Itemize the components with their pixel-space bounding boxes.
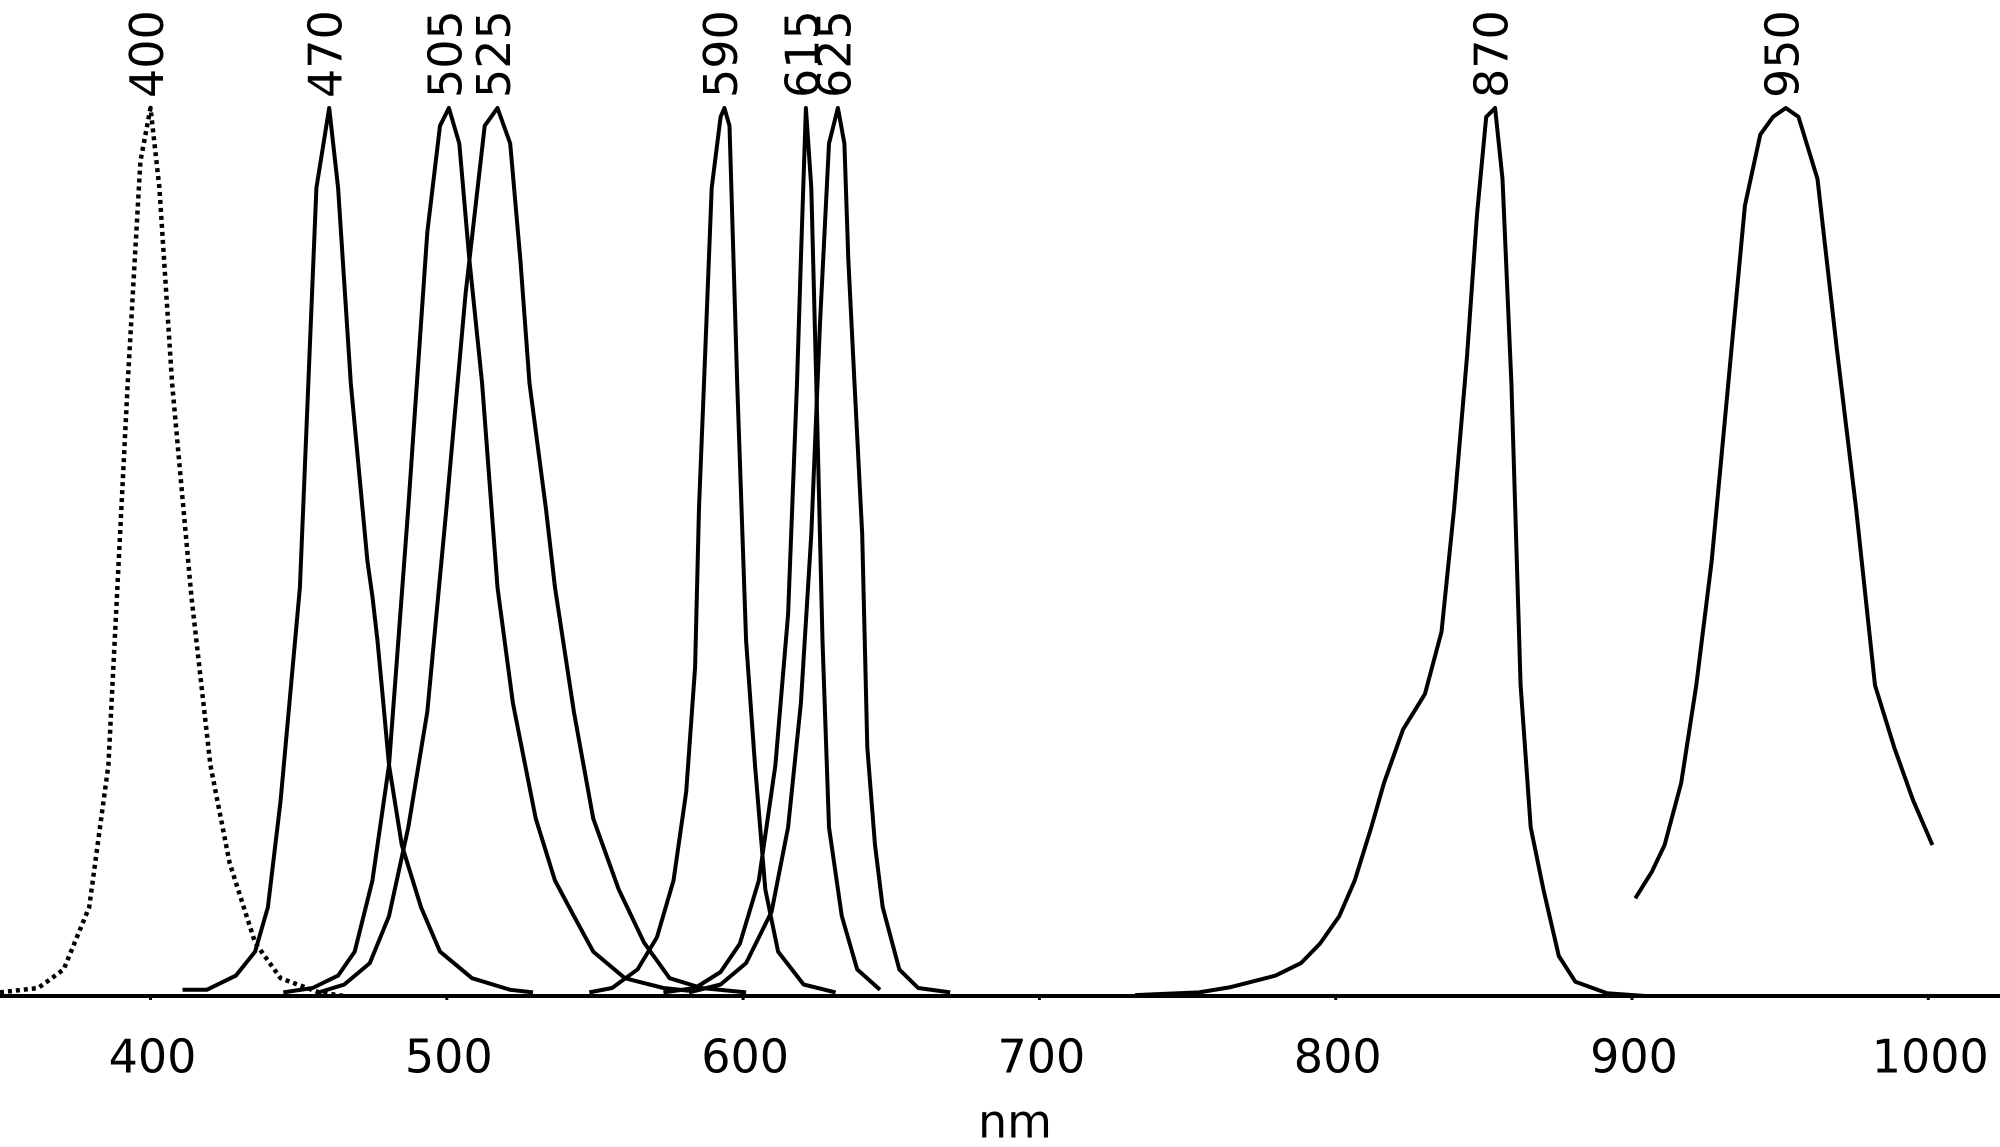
peak-label: 950: [1755, 10, 1809, 98]
spectrum-line: [1135, 106, 1646, 998]
x-tick-label: 800: [1294, 1030, 1382, 1084]
spectrum-line: [0, 105, 345, 999]
peak-label: 615: [775, 10, 829, 98]
spectrum-line: [182, 106, 534, 995]
spectrum-line: [283, 106, 690, 995]
spectrum-line: [588, 106, 837, 995]
spectrum-line: [318, 106, 747, 995]
peak-label: 505: [418, 10, 472, 98]
spectrum-line: [1633, 106, 1935, 900]
x-tick-label: 400: [109, 1030, 197, 1084]
peak-label: 870: [1465, 10, 1519, 98]
peak-label: 625: [807, 10, 861, 98]
peak-label: 590: [694, 10, 748, 98]
x-tick-label: 600: [701, 1030, 789, 1084]
spectrum-line: [688, 106, 951, 995]
peak-label: 470: [299, 10, 353, 98]
peak-label: 400: [120, 10, 174, 98]
peak-label: 525: [467, 10, 521, 98]
x-tick-label: 700: [998, 1030, 1086, 1084]
x-axis-label: nm: [978, 1095, 1052, 1147]
x-tick-label: 1000: [1872, 1030, 1989, 1084]
spectrum-line: [663, 106, 882, 995]
x-tick-label: 500: [405, 1030, 493, 1084]
x-tick-label: 900: [1590, 1030, 1678, 1084]
